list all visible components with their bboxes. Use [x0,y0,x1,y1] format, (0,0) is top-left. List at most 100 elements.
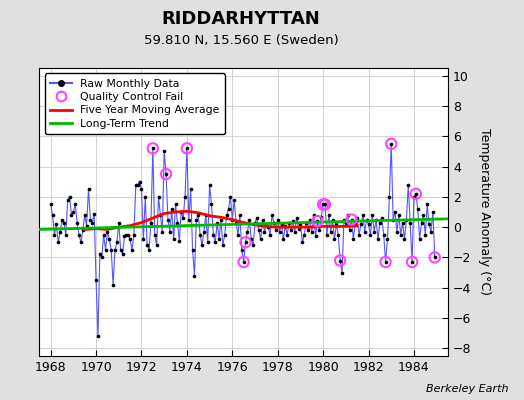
Point [429,209,437,215]
Point [122,232,130,238]
Point [397,232,405,238]
Point [192,216,201,223]
Point [194,212,202,218]
Point [302,220,310,226]
Point [408,259,416,265]
Point [184,216,193,223]
Point [368,212,377,218]
Point [379,232,388,238]
Point [205,182,214,188]
Point [311,233,320,240]
Point [389,216,397,223]
Point [118,251,127,258]
Point [281,222,289,229]
Point [287,227,295,233]
Point [251,220,259,226]
Point [313,218,322,224]
Point [336,257,344,264]
Point [242,239,250,246]
Point [257,236,265,242]
Point [321,201,329,208]
Point [137,186,146,192]
Point [79,227,87,233]
Point [300,232,309,238]
Point [357,221,365,227]
Point [224,206,233,212]
Point [408,259,416,265]
Point [242,239,250,246]
Point [97,254,106,261]
Point [319,201,328,208]
Point [404,182,412,188]
Point [175,238,183,244]
Point [132,182,140,188]
Point [139,236,148,242]
Point [363,216,371,223]
Point [292,215,301,221]
Point [211,239,220,246]
Point [289,218,297,224]
Point [196,232,204,238]
Point [124,232,133,238]
Point [130,232,138,238]
Point [412,191,420,197]
Y-axis label: Temperature Anomaly (°C): Temperature Anomaly (°C) [478,128,491,296]
Point [50,232,59,238]
Point [413,206,422,212]
Point [160,148,168,154]
Point [202,212,210,218]
Point [359,212,367,218]
Point [134,182,142,188]
Point [255,227,263,233]
Point [236,212,244,218]
Point [179,215,187,221]
Point [290,228,299,235]
Point [381,259,390,265]
Point [400,236,409,242]
Point [381,259,390,265]
Point [75,232,83,238]
Point [47,201,55,208]
Point [158,228,167,235]
Point [410,194,418,200]
Text: Berkeley Earth: Berkeley Earth [426,384,508,394]
Point [310,212,318,218]
Point [181,194,189,200]
Point [260,228,269,235]
Point [330,236,339,242]
Point [258,216,267,223]
Point [111,247,119,253]
Point [128,247,136,253]
Point [351,220,359,226]
Point [164,216,172,223]
Point [342,220,350,226]
Point [239,259,248,265]
Point [113,239,121,246]
Point [237,247,246,253]
Point [276,228,284,235]
Point [141,194,149,200]
Point [431,254,439,261]
Point [73,220,81,226]
Point [88,220,96,226]
Point [298,239,307,246]
Point [67,212,75,218]
Point [209,232,217,238]
Point [145,247,153,253]
Point [262,221,270,227]
Point [115,220,123,226]
Point [338,270,346,276]
Point [63,197,72,203]
Point [100,232,108,238]
Point [247,236,255,242]
Point [105,236,114,242]
Point [92,277,100,284]
Point [116,247,125,253]
Point [385,194,394,200]
Point [221,232,229,238]
Point [232,220,241,226]
Point [253,215,261,221]
Point [245,216,254,223]
Point [271,227,280,233]
Point [162,171,170,177]
